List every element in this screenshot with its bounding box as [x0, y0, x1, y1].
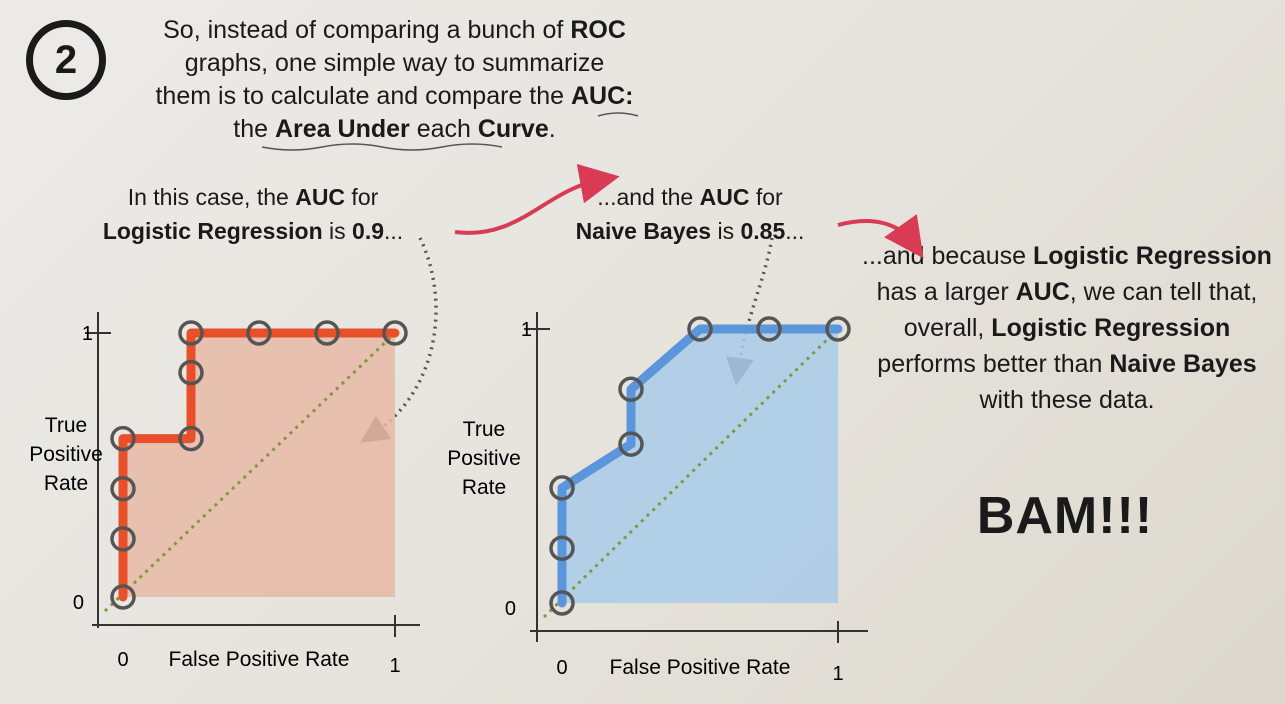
intro-line-1: So, instead of comparing a bunch of ROC: [112, 14, 677, 47]
note-lr-auc: AUC: [295, 184, 346, 210]
nb-threshold-point: [549, 590, 575, 616]
intro-area-under: Area Under: [275, 115, 410, 143]
note-nb-value: 0.85: [740, 218, 786, 244]
note-lr-line-1: In this case, the AUC for: [68, 180, 438, 214]
nb-threshold-point: [618, 376, 644, 403]
note-logistic-regression: In this case, the AUC for Logistic Regre…: [68, 180, 438, 248]
lr-y-tick-0: 0: [73, 592, 84, 614]
note-nb-is: is: [711, 218, 741, 244]
note-nb-ellipsis: ...: [785, 218, 805, 244]
note-lr-value: 0.9: [352, 218, 385, 244]
nb-x-tick-0: 0: [556, 657, 567, 679]
note-nb-line-2: Naive Bayes is 0.85...: [540, 214, 840, 248]
note-nb-auc: AUC: [699, 184, 750, 210]
conclusion-p2: has a larger: [876, 278, 1016, 306]
lr-threshold-point: [178, 359, 204, 386]
lr-diagonal-reference: [103, 331, 397, 613]
conclusion-b1: Logistic Regression: [1033, 242, 1272, 270]
conclusion-b2: AUC: [1015, 278, 1070, 306]
auc-underline: [597, 112, 639, 117]
note-lr-is: is: [322, 218, 353, 244]
lr-x-tick-0: 0: [117, 649, 128, 671]
intro-line-4-pre: the: [233, 115, 275, 143]
conclusion-text: ...and because Logistic Regression has a…: [862, 238, 1272, 418]
lr-y-axis-label-line: Rate: [44, 472, 88, 495]
intro-curve: Curve: [477, 115, 549, 143]
nb-y-axis-label-line: Rate: [462, 476, 506, 499]
nb-threshold-point: [549, 475, 575, 501]
nb-y-tick-1: 1: [521, 319, 532, 341]
nb-x-tick-1: 1: [832, 663, 843, 685]
intro-auc: AUC:: [571, 82, 634, 110]
note-lr-line-2: Logistic Regression is 0.9...: [68, 214, 438, 248]
nb-threshold-point: [549, 535, 575, 561]
lr-threshold-point: [110, 476, 136, 502]
nb-y-tick-0: 0: [505, 598, 516, 620]
nb-threshold-point: [756, 316, 782, 342]
lr-threshold-point: [110, 584, 136, 610]
intro-line-4-mid: each: [409, 115, 478, 143]
arrow-lr-to-nb: [454, 163, 620, 235]
lr-y-axis-label-line: True: [45, 414, 87, 437]
intro-line-1-text: So, instead of comparing a bunch of: [163, 16, 571, 44]
nb-threshold-point: [618, 431, 644, 457]
roc-chart-naive-bayes: 0 1 0 1 False Positive Rate True Positive Rate: [447, 312, 868, 685]
intro-line-4: the Area Under each Curve.: [112, 113, 677, 146]
arrow-nb-to-conclusion: [837, 214, 924, 259]
lr-x-tick-1: 1: [389, 655, 400, 677]
intro-roc: ROC: [570, 16, 626, 44]
roc-chart-logistic-regression: 0 1 0 1 False Positive Rate True Positive Rate: [29, 312, 420, 677]
lr-threshold-point: [178, 320, 204, 346]
conclusion-p3: , we can tell that, overall,: [903, 278, 1258, 342]
intro-line-4-post: .: [548, 115, 556, 143]
lr-roc-curve: [118, 328, 400, 602]
intro-text: So, instead of comparing a bunch of ROC …: [112, 14, 677, 146]
note-lr-ellipsis: ...: [384, 218, 404, 244]
lr-threshold-point: [178, 425, 204, 452]
conclusion-b4: Naive Bayes: [1109, 350, 1257, 378]
conclusion-b3: Logistic Regression: [991, 314, 1231, 342]
conclusion-p5: with these data.: [979, 386, 1155, 414]
area-under-curve-underline: [261, 143, 503, 151]
lr-x-axis-label: False Positive Rate: [169, 648, 350, 671]
intro-line-3: them is to calculate and compare the AUC…: [112, 80, 677, 113]
lr-threshold-point: [246, 320, 272, 346]
conclusion-p4: performs better than: [877, 350, 1110, 378]
lr-threshold-point: [314, 320, 340, 346]
note-lr-model: Logistic Regression: [102, 218, 323, 244]
step-number-badge: 2: [26, 20, 106, 100]
note-nb-model: Naive Bayes: [575, 218, 712, 244]
nb-threshold-point: [687, 316, 713, 342]
note-lr-mid: for: [345, 184, 379, 210]
nb-y-axis-label-line: Positive: [447, 447, 521, 470]
bam-exclamation: BAM!!!: [976, 487, 1154, 545]
intro-line-2: graphs, one simple way to summarize: [184, 49, 605, 77]
nb-x-axis-label: False Positive Rate: [610, 656, 791, 679]
intro-line-3-text: them is to calculate and compare the: [155, 82, 571, 110]
lr-threshold-point: [110, 425, 136, 452]
nb-threshold-point: [825, 316, 851, 342]
note-lr-pre: In this case, the: [127, 184, 296, 210]
note-naive-bayes: ...and the AUC for Naive Bayes is 0.85..…: [540, 180, 840, 248]
nb-y-axis-label-line: True: [463, 418, 505, 441]
pointer-nb-area: [725, 237, 774, 386]
step-number: 2: [54, 37, 78, 82]
lr-y-tick-1: 1: [82, 323, 93, 345]
lr-threshold-point: [382, 320, 408, 346]
lr-y-axis-label-line: Positive: [29, 443, 103, 466]
lr-threshold-point: [110, 526, 136, 552]
note-nb-mid: for: [749, 184, 783, 210]
